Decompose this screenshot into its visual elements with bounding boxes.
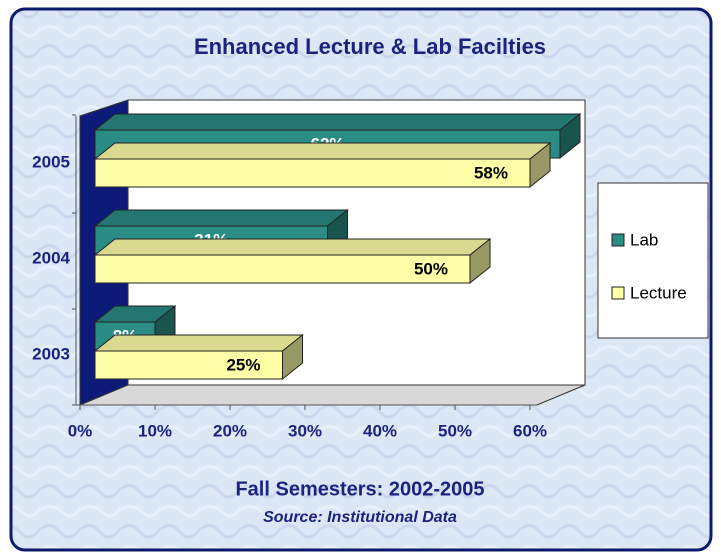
legend-swatch: [611, 233, 625, 247]
floor: [79, 384, 586, 406]
bar-top: [93, 238, 492, 256]
x-tick-label: 0%: [68, 421, 93, 440]
bar-front: [94, 254, 471, 284]
x-tick-label: 60%: [513, 421, 547, 440]
legend-label: Lecture: [630, 283, 687, 302]
x-tick-label: 30%: [288, 421, 322, 440]
x-tick-label: 40%: [363, 421, 397, 440]
chart-title: Enhanced Lecture & Lab Facilties: [194, 34, 546, 59]
bar-top: [93, 142, 552, 160]
bar-top: [93, 113, 582, 131]
x-tick-label: 10%: [138, 421, 172, 440]
subtitle: Fall Semesters: 2002-2005: [235, 478, 484, 500]
value-label: 50%: [414, 259, 448, 278]
legend-box: [597, 182, 709, 339]
x-tick-label: 20%: [213, 421, 247, 440]
bar-top: [93, 209, 349, 227]
legend-swatch: [611, 286, 625, 300]
bar: [93, 237, 492, 285]
source: Source: Institutional Data: [263, 509, 457, 526]
y-tick-label: 2004: [32, 248, 70, 267]
y-tick-label: 2005: [32, 152, 70, 171]
legend-label: Lab: [630, 230, 658, 249]
value-label: 58%: [474, 163, 508, 182]
bar-front: [94, 158, 531, 188]
bar-top: [93, 334, 304, 352]
value-label: 25%: [226, 355, 260, 374]
y-tick-label: 2003: [32, 344, 70, 363]
bar-front: [94, 350, 283, 380]
x-tick-label: 50%: [438, 421, 472, 440]
bar: [93, 333, 304, 381]
bar: [93, 141, 552, 189]
